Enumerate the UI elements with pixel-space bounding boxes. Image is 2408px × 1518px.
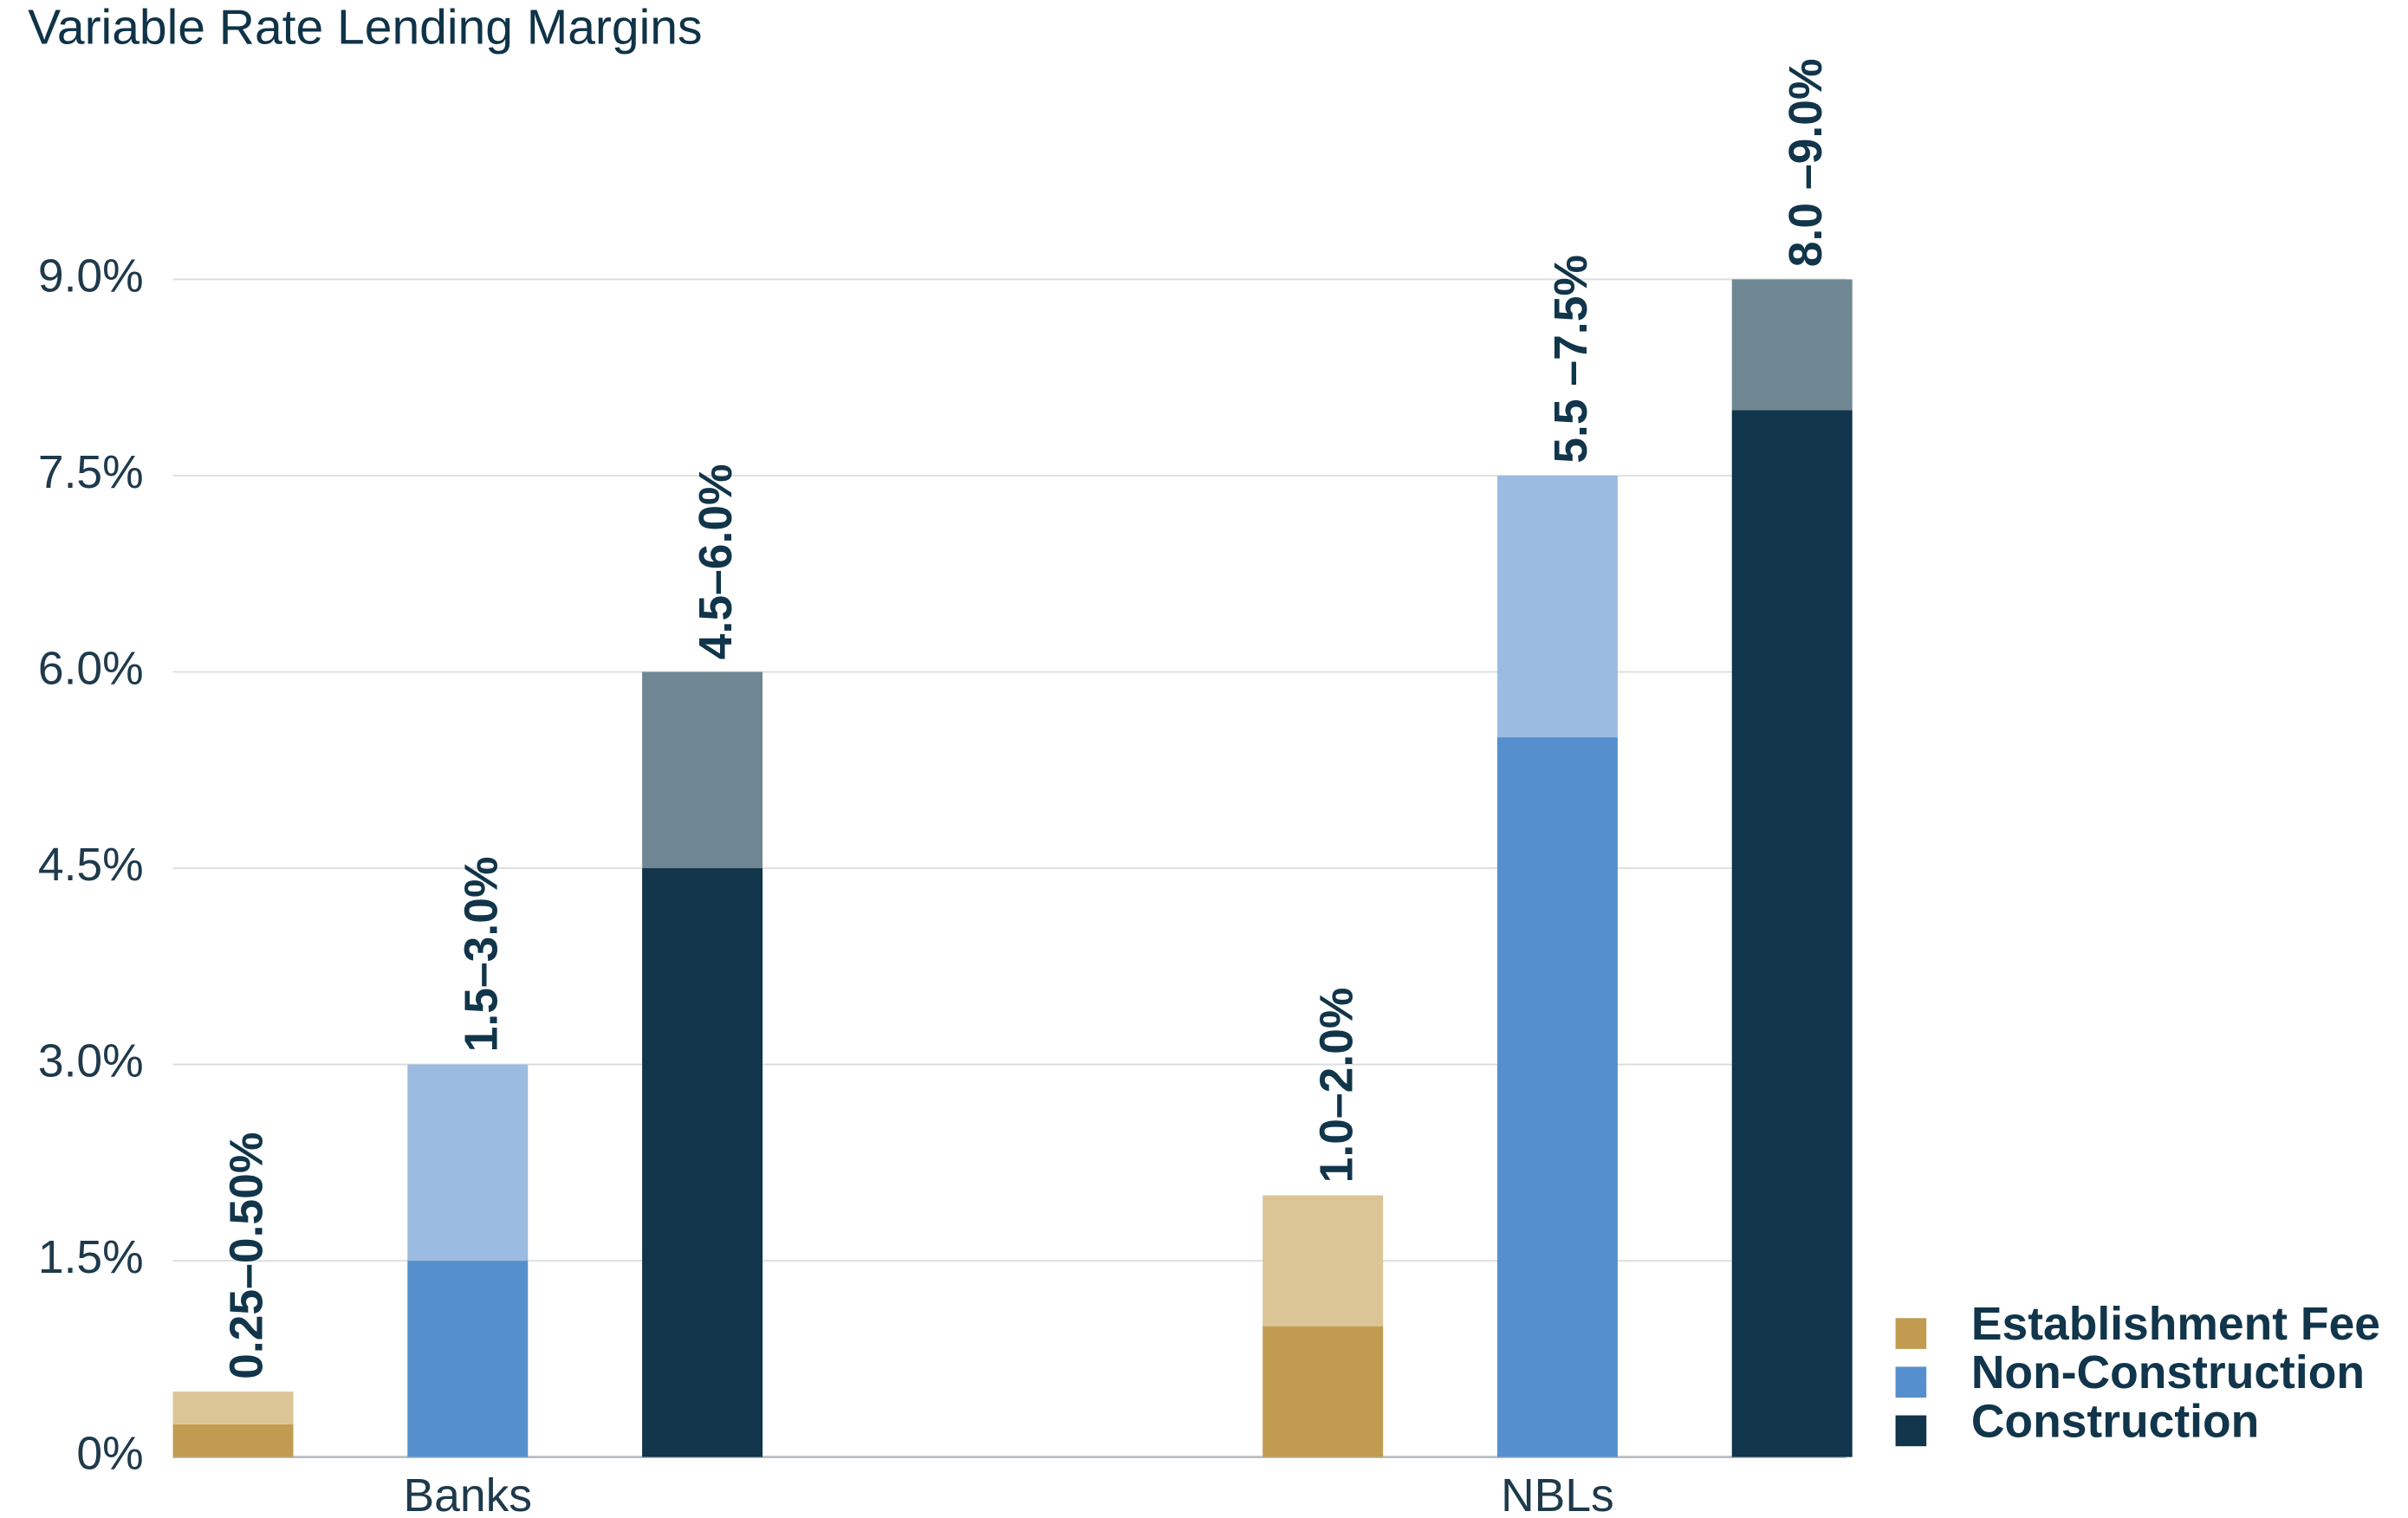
data-label: 5.5 –7.5% bbox=[1546, 255, 1597, 464]
legend-swatch bbox=[1895, 1318, 1927, 1349]
bar-range bbox=[642, 671, 763, 869]
legend-label: Construction bbox=[1971, 1396, 2259, 1447]
data-label: 0.25–0.50% bbox=[222, 1132, 273, 1379]
y-tick-label: 7.5% bbox=[38, 447, 144, 498]
legend-label: Establishment Fee bbox=[1971, 1299, 2380, 1350]
data-label: 4.5–6.0% bbox=[691, 464, 742, 659]
data-label: 1.5–3.0% bbox=[456, 857, 507, 1053]
bar-range bbox=[1496, 475, 1618, 738]
y-tick-label: 6.0% bbox=[38, 644, 144, 695]
legend-label: Non-Construction bbox=[1971, 1347, 2365, 1398]
chart-title: Variable Rate Lending Margins bbox=[28, 0, 702, 55]
bar-base bbox=[642, 868, 763, 1457]
y-tick-label: 3.0% bbox=[38, 1036, 144, 1087]
x-tick-label: Banks bbox=[404, 1470, 533, 1518]
data-label: 8.0 –9.0% bbox=[1781, 59, 1832, 268]
legend-swatch bbox=[1895, 1415, 1927, 1447]
y-tick-label: 9.0% bbox=[38, 251, 144, 302]
legend-swatch bbox=[1895, 1366, 1927, 1398]
x-tick-label: NBLs bbox=[1501, 1470, 1614, 1518]
bar-base bbox=[1262, 1326, 1384, 1457]
data-label: 1.0–2.0% bbox=[1311, 988, 1362, 1184]
bar-base bbox=[407, 1261, 529, 1457]
y-tick-label: 1.5% bbox=[38, 1232, 144, 1283]
bar-range bbox=[407, 1064, 529, 1262]
bar-base bbox=[172, 1424, 294, 1457]
bar-base bbox=[1731, 410, 1853, 1457]
y-tick-label: 4.5% bbox=[38, 840, 144, 891]
y-tick-label: 0% bbox=[76, 1429, 143, 1480]
bar-base bbox=[1496, 737, 1618, 1457]
bar-range bbox=[172, 1392, 294, 1424]
bar-range bbox=[1731, 279, 1853, 411]
bar-range bbox=[1262, 1195, 1384, 1327]
